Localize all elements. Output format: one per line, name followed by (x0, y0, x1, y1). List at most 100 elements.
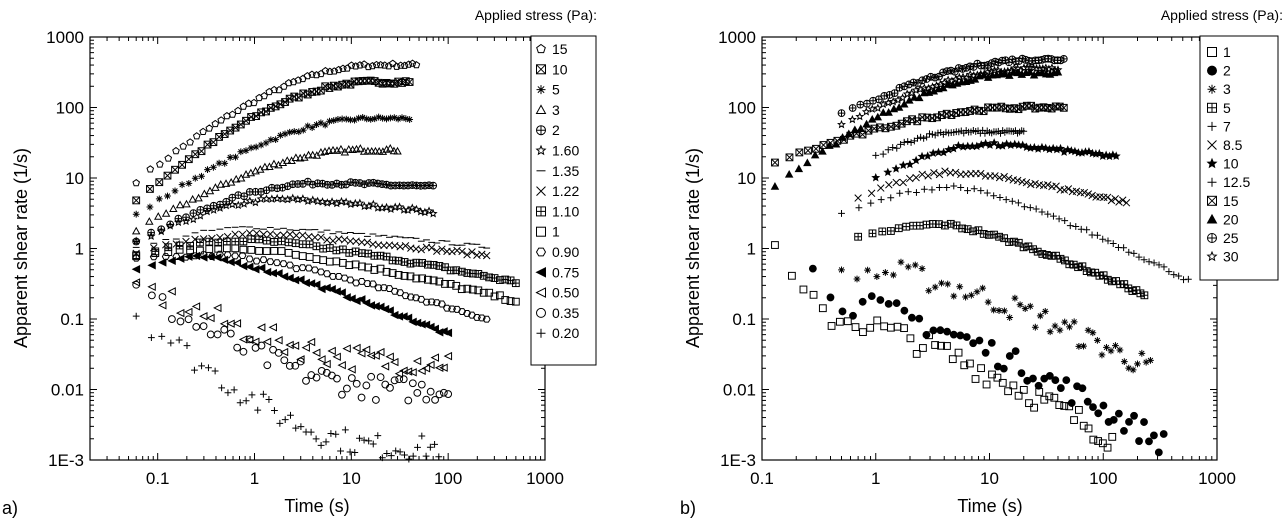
panel-a-y-tick-label: 100 (56, 99, 84, 118)
panel-a-legend-label: 10 (552, 61, 568, 77)
panel-a-point-10 (370, 77, 379, 85)
panel-a-point-1.10 (175, 241, 184, 250)
panel-a-point-1.60 (233, 200, 243, 210)
panel-b-point-10 (911, 155, 921, 165)
panel-b-point-12.5 (907, 139, 915, 146)
panel-b-point-5 (868, 229, 877, 238)
panel-a-point-0.90 (259, 256, 268, 264)
panel-b-point-1 (919, 344, 927, 352)
panel-b-point-3 (990, 306, 998, 314)
panel-a-point-0.50 (147, 282, 156, 291)
panel-a-point-5 (215, 159, 223, 167)
panel-b-point-3 (973, 288, 981, 296)
panel-a-point-15 (372, 60, 381, 69)
panel-a-point-0.90 (374, 284, 383, 292)
panel-b-point-7 (990, 192, 998, 200)
panel-b-point-20 (879, 108, 888, 116)
panel-a-point-0.50 (262, 337, 272, 346)
panel-a-point-0.35 (317, 367, 326, 375)
panel-a-point-15 (376, 61, 385, 69)
panel-b-point-7 (1032, 205, 1040, 213)
panel-b-point-7 (1165, 268, 1173, 276)
panel-b-point-5 (1043, 251, 1051, 259)
panel-a-point-1.22 (279, 231, 288, 239)
panel-b-point-3 (1107, 347, 1115, 355)
panel-a-point-15 (284, 79, 293, 87)
panel-a-point-0.75 (167, 256, 176, 266)
panel-a-point-0.75 (262, 267, 272, 277)
panel-b-point-12.5 (920, 134, 928, 142)
panel-b-point-7 (964, 187, 971, 194)
panel-b-point-8.5 (991, 172, 999, 180)
panel-a-point-0.75 (147, 261, 156, 270)
panel-a-point-0.75 (296, 275, 305, 284)
panel-a-legend-marker (536, 206, 546, 217)
panel-a-y-tick-label: 0.01 (51, 381, 84, 400)
panel-a-point-1.22 (286, 230, 294, 239)
panel-a-point-1 (325, 257, 334, 266)
panel-b-point-25 (918, 76, 927, 85)
panel-b-point-30 (958, 72, 968, 81)
panel-a-point-1.10 (511, 279, 520, 288)
panel-b-legend-item: 20 (1206, 211, 1239, 227)
panel-a-point-3 (182, 199, 191, 208)
panel-a-point-0.50 (290, 341, 300, 350)
panel-a-point-10 (163, 171, 172, 180)
panel-a-point-5 (375, 113, 383, 121)
panel-b-point-7 (877, 196, 885, 204)
panel-a-point-5 (221, 159, 229, 167)
panel-a-point-0.50 (322, 359, 331, 369)
panel-b-point-3 (944, 280, 952, 288)
panel-b-legend-marker (1206, 157, 1218, 169)
panel-b-point-1 (827, 322, 836, 330)
panel-b-point-10 (883, 167, 893, 177)
panel-a-point-1.60 (209, 205, 219, 214)
panel-a-point-0.90 (437, 300, 446, 308)
panel-a-point-15 (217, 116, 225, 124)
panel-b-point-8.5 (1084, 190, 1093, 198)
panel-b-point-2 (838, 307, 847, 316)
panel-b-point-3 (1093, 336, 1101, 344)
panel-a-point-0.50 (199, 312, 208, 321)
panel-a-point-1.10 (231, 237, 240, 246)
panel-a-point-1.22 (448, 247, 456, 256)
panel-a-y-axis-label: Apparent shear rate (1/s) (11, 148, 31, 348)
panel-a-point-1 (496, 291, 504, 300)
panel-b-point-30 (893, 95, 903, 104)
panel-a-point-0.75 (158, 258, 167, 267)
panel-b-point-2 (949, 330, 958, 339)
panel-a-point-0.35 (233, 343, 242, 352)
panel-a-point-10 (303, 90, 312, 99)
panel-b-point-1 (948, 355, 957, 364)
panel-a-point-1.60 (181, 216, 191, 226)
panel-a-point-1.22 (463, 250, 471, 259)
panel-b-point-2 (867, 292, 876, 300)
panel-b-point-8.5 (877, 184, 885, 192)
panel-a-point-1 (312, 255, 321, 263)
panel-a-point-5 (226, 153, 234, 161)
panel-a-point-1.22 (438, 245, 446, 253)
panel-b-point-3 (938, 279, 945, 287)
panel-b-point-7 (1140, 256, 1148, 264)
panel-a-point-0.75 (285, 273, 294, 283)
panel-b-point-1 (1060, 402, 1069, 410)
panel-a-point-0.20 (307, 428, 315, 436)
panel-b-point-1 (1108, 432, 1117, 441)
panel-b-point-2 (849, 311, 857, 320)
panel-a-legend-label: 0.75 (552, 264, 579, 280)
panel-a-point-1.22 (433, 247, 441, 255)
panel-b-point-2 (1034, 381, 1043, 390)
panel-b-point-1 (886, 323, 895, 332)
panel-b-point-15 (1059, 103, 1068, 112)
panel-a-point-5 (371, 115, 379, 123)
panel-a-point-0.75 (337, 288, 346, 297)
panel-a-point-1 (406, 272, 415, 281)
panel-b-point-3 (1021, 305, 1029, 313)
panel-b-point-7 (957, 184, 965, 191)
panel-a-legend-item: 1.35 (536, 163, 579, 179)
panel-b-point-5 (878, 227, 887, 236)
panel-b-point-20 (850, 125, 860, 134)
panel-a-point-0.20 (387, 452, 395, 460)
panel-a-point-15 (400, 61, 409, 69)
panel-b-point-1 (843, 317, 852, 326)
